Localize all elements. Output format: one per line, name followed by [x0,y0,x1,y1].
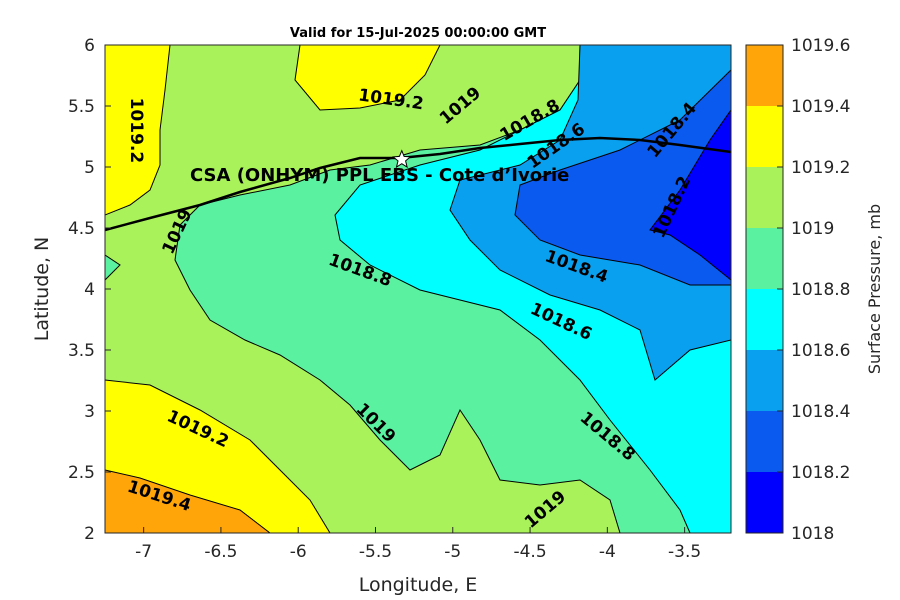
contour-fills [105,45,731,533]
colorbar-tick-label: 1018.6 [791,341,850,361]
colorbar-tick-label: 1018.2 [791,463,850,483]
colorbar-swatch [746,45,783,106]
site-label: CSA (ONHYM) PPL EBS - Cote d’Ivorie [190,165,569,186]
colorbar-tick-label: 1018 [791,524,834,544]
x-tick-label: -6.5 [204,542,237,562]
x-tick-label: -4.5 [513,542,546,562]
y-tick-label: 3.5 [68,341,95,361]
colorbar-tick-label: 1018.4 [791,402,850,422]
site-star-icon [391,149,412,169]
y-tick-label: 4.5 [68,219,95,239]
colorbar-tick-label: 1018.8 [791,280,850,300]
colorbar-tick-label: 1019.6 [791,36,850,56]
colorbar-tick-label: 1019.2 [791,158,850,178]
colorbar: 1018 1018.2 1018.4 1018.6 1018.8 1019 1019.2 10… [745,36,850,544]
x-tick-label: -5 [444,542,461,562]
colorbar-swatch [746,289,783,350]
colorbar-swatch [746,411,783,472]
x-tick-label: -5.5 [359,542,392,562]
x-tick-label: -4 [599,542,616,562]
colorbar-swatch [746,350,783,411]
colorbar-swatch [746,167,783,228]
colorbar-label: Surface Pressure, mb [865,204,884,374]
y-tick-label: 5.5 [68,97,95,117]
colorbar-tick-label: 1019.4 [791,97,850,117]
site-annotation: CSA (ONHYM) PPL EBS - Cote d’Ivorie [190,149,569,186]
x-axis-label: Longitude, E [359,574,478,596]
y-tick-label: 2.5 [68,463,95,483]
y-tick-label: 2 [84,524,95,544]
y-axis-label: Latitude, N [31,237,53,342]
coastline [105,136,731,232]
y-tick-label: 6 [84,36,95,56]
y-tick-label: 5 [84,158,95,178]
fill-level-1018-8-edge [105,254,121,281]
fill-level-1019-2-north [105,45,171,216]
fill-level-1019-west [105,45,621,533]
fill-level-1019-2-top [294,45,441,111]
y-axis-ticks: 2 2.5 3 3.5 4 4.5 5 5.5 6 [68,36,111,544]
colorbar-swatch [746,106,783,167]
colorbar-tick-label: 1019 [791,219,834,239]
x-tick-label: -3.5 [668,542,701,562]
chart-title: Valid for 15-Jul-2025 00:00:00 GMT [290,26,546,41]
y-tick-label: 4 [84,280,95,300]
contour-label: 1019.2 [126,98,146,164]
x-tick-label: -6 [290,542,307,562]
colorbar-swatch [746,472,783,533]
colorbar-swatch [746,228,783,289]
fill-level-1019-4-south [105,469,271,533]
y-tick-label: 3 [84,402,95,422]
x-tick-label: -7 [135,542,152,562]
x-axis-ticks: -7 -6.5 -6 -5.5 -5 -4.5 -4 -3.5 [135,527,701,562]
